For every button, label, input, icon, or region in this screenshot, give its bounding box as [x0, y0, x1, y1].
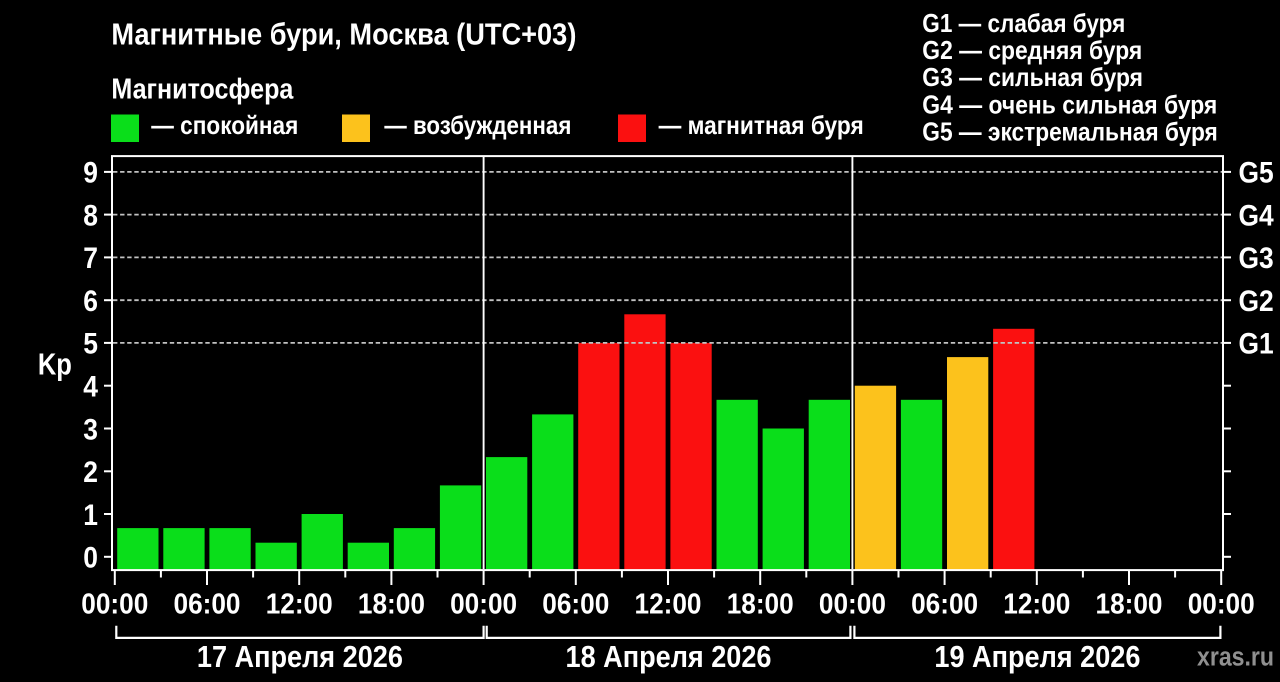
svg-text:Kp: Kp: [38, 347, 72, 382]
svg-text:8: 8: [83, 199, 98, 232]
svg-text:G2 — средняя буря: G2 — средняя буря: [922, 35, 1142, 65]
svg-text:3: 3: [83, 413, 98, 446]
svg-text:00:00: 00:00: [450, 589, 517, 621]
svg-text:06:00: 06:00: [911, 589, 978, 621]
svg-text:G1: G1: [1239, 328, 1274, 361]
svg-text:00:00: 00:00: [1188, 589, 1255, 621]
svg-text:9: 9: [83, 157, 98, 190]
svg-text:— магнитная буря: — магнитная буря: [659, 110, 864, 140]
svg-text:00:00: 00:00: [81, 589, 148, 621]
svg-text:6: 6: [83, 285, 98, 318]
svg-text:— возбужденная: — возбужденная: [384, 110, 571, 140]
svg-text:00:00: 00:00: [819, 589, 886, 621]
svg-text:06:00: 06:00: [174, 589, 241, 621]
svg-text:G4: G4: [1239, 199, 1274, 232]
svg-text:— спокойная: — спокойная: [151, 110, 298, 140]
svg-text:Магнитные бури, Москва (UTC+03: Магнитные бури, Москва (UTC+03): [111, 17, 576, 52]
svg-text:5: 5: [83, 328, 98, 361]
svg-text:17 Апреля 2026: 17 Апреля 2026: [197, 640, 403, 674]
svg-text:18:00: 18:00: [1096, 589, 1163, 621]
svg-text:xras.ru: xras.ru: [1197, 641, 1274, 671]
svg-text:06:00: 06:00: [542, 589, 609, 621]
svg-text:18:00: 18:00: [358, 589, 425, 621]
svg-text:Магнитосфера: Магнитосфера: [111, 74, 294, 106]
svg-text:19 Апреля 2026: 19 Апреля 2026: [934, 640, 1140, 674]
svg-text:12:00: 12:00: [266, 589, 333, 621]
svg-text:18:00: 18:00: [727, 589, 794, 621]
svg-text:G3 — сильная буря: G3 — сильная буря: [922, 62, 1143, 92]
svg-text:12:00: 12:00: [1003, 589, 1070, 621]
svg-text:2: 2: [83, 456, 98, 489]
svg-text:G5: G5: [1239, 157, 1274, 190]
svg-text:1: 1: [83, 499, 98, 532]
svg-text:G4 — очень сильная буря: G4 — очень сильная буря: [922, 89, 1217, 119]
svg-text:G5 — экстремальная буря: G5 — экстремальная буря: [922, 117, 1218, 147]
svg-text:12:00: 12:00: [635, 589, 702, 621]
svg-text:18 Апреля 2026: 18 Апреля 2026: [566, 640, 772, 674]
svg-text:7: 7: [83, 242, 98, 275]
svg-text:G1 — слабая буря: G1 — слабая буря: [922, 8, 1125, 38]
svg-text:G2: G2: [1239, 285, 1274, 318]
svg-text:4: 4: [83, 371, 98, 404]
svg-text:0: 0: [83, 542, 98, 575]
svg-text:G3: G3: [1239, 242, 1274, 275]
